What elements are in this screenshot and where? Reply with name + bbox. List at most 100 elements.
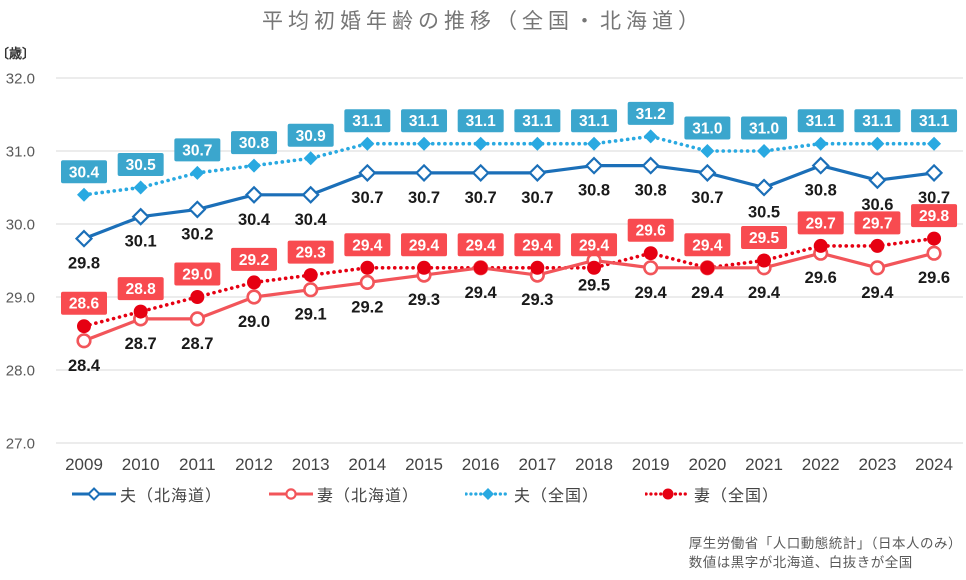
husband-national-marker bbox=[813, 136, 828, 151]
wife-national-legend-marker bbox=[662, 488, 674, 500]
wife-national-label: 29.4 bbox=[352, 237, 383, 254]
wife-hokkaido-label: 29.5 bbox=[578, 277, 610, 295]
x-tick-label: 2016 bbox=[462, 455, 500, 474]
wife-national-label: 29.7 bbox=[806, 215, 836, 232]
y-axis-unit-label: 〔歳〕 bbox=[0, 46, 35, 61]
husband-national-label-box bbox=[174, 138, 221, 162]
wife-national-label-box bbox=[287, 240, 334, 264]
husband-national-label-box bbox=[344, 109, 391, 133]
wife-hokkaido-label: 29.6 bbox=[805, 269, 837, 287]
wife-hokkaido-label: 29.2 bbox=[351, 298, 383, 316]
wife-national-marker bbox=[700, 260, 715, 275]
wife-hokkaido-marker bbox=[869, 260, 885, 276]
wife-national-label: 29.3 bbox=[296, 245, 327, 262]
wife-national-line-icon bbox=[645, 488, 692, 500]
wife-hokkaido-marker bbox=[643, 260, 659, 276]
x-tick-label: 2019 bbox=[632, 455, 670, 474]
x-tick-label: 2018 bbox=[575, 455, 613, 474]
husband-national-label: 31.1 bbox=[862, 113, 893, 130]
husband-hokkaido-marker bbox=[641, 156, 660, 175]
husband-national-label-box bbox=[741, 116, 788, 140]
husband-hokkaido-marker bbox=[471, 163, 490, 182]
legend-item-wife-national: 妻（全国） bbox=[645, 482, 779, 506]
husband-national-marker bbox=[303, 151, 318, 166]
husband-national-label: 30.8 bbox=[239, 135, 270, 152]
wife-national-label: 28.6 bbox=[69, 296, 100, 313]
husband-national-label-box bbox=[911, 109, 958, 133]
x-tick-label: 2013 bbox=[292, 455, 330, 474]
husband-hokkaido-marker bbox=[358, 163, 377, 182]
husband-hokkaido-marker bbox=[74, 229, 94, 248]
husband-hokkaido-label: 30.5 bbox=[748, 204, 780, 222]
husband-national-marker bbox=[870, 136, 885, 151]
wife-national-label: 29.7 bbox=[862, 215, 892, 232]
x-tick-label: 2020 bbox=[688, 455, 726, 474]
husband-national-marker bbox=[530, 136, 545, 151]
wife-national-marker bbox=[360, 260, 375, 275]
y-tick-label: 28.0 bbox=[6, 363, 35, 380]
wife-hokkaido-label: 29.4 bbox=[748, 284, 781, 302]
husband-national-marker bbox=[417, 136, 432, 151]
legend-label: 夫（北海道） bbox=[119, 488, 222, 505]
husband-hokkaido-label: 30.8 bbox=[635, 182, 667, 200]
husband-national-label-box bbox=[627, 101, 674, 125]
husband-hokkaido-marker bbox=[811, 156, 830, 175]
y-tick-label: 32.0 bbox=[6, 71, 35, 88]
source-note: 厚生労働省「人口動態統計」（日本人のみ） 数値は黒字が北海道、白抜きが全国 bbox=[689, 534, 962, 572]
wife-national-label-box bbox=[457, 233, 504, 257]
wife-hokkaido-marker bbox=[303, 282, 319, 298]
wife-hokkaido-marker bbox=[189, 311, 205, 327]
husband-hokkaido-label: 30.4 bbox=[295, 211, 328, 229]
legend-label: 妻（北海道） bbox=[316, 488, 419, 505]
husband-hokkaido-label: 30.1 bbox=[125, 233, 157, 251]
husband-hokkaido-line-icon bbox=[71, 487, 116, 501]
husband-hokkaido-line bbox=[83, 164, 935, 241]
wife-national-label: 29.4 bbox=[409, 237, 440, 254]
husband-hokkaido-marker bbox=[924, 163, 944, 182]
husband-hokkaido-label: 29.8 bbox=[68, 255, 100, 273]
husband-hokkaido-marker bbox=[244, 185, 264, 204]
husband-national-label: 31.2 bbox=[636, 106, 666, 123]
chart-legend: 夫（北海道） 妻（北海道） 夫（全国） 妻（全国） bbox=[0, 482, 850, 506]
husband-national-legend-marker bbox=[482, 488, 494, 500]
husband-national-label-box bbox=[231, 131, 278, 155]
husband-hokkaido-marker bbox=[868, 171, 887, 190]
husband-national-marker bbox=[247, 158, 262, 173]
x-tick-label: 2023 bbox=[858, 455, 896, 474]
wife-national-marker bbox=[77, 319, 91, 334]
husband-national-label: 31.1 bbox=[466, 113, 497, 130]
husband-hokkaido-marker bbox=[754, 178, 774, 197]
wife-national-marker bbox=[813, 238, 828, 253]
husband-hokkaido-label: 30.7 bbox=[918, 189, 950, 207]
husband-hokkaido-marker bbox=[131, 207, 150, 226]
husband-hokkaido-marker bbox=[188, 200, 207, 219]
wife-national-marker bbox=[417, 260, 432, 275]
wife-national-marker bbox=[643, 246, 658, 261]
wife-national-label: 29.5 bbox=[749, 230, 780, 247]
wife-hokkaido-label: 29.4 bbox=[465, 284, 498, 302]
husband-national-marker bbox=[360, 136, 375, 151]
wife-national-label-box bbox=[117, 277, 164, 301]
y-tick-label: 27.0 bbox=[6, 436, 35, 453]
x-tick-label: 2010 bbox=[122, 455, 160, 474]
wife-national-marker bbox=[473, 260, 488, 275]
wife-hokkaido-label: 29.6 bbox=[918, 269, 950, 287]
x-tick-label: 2009 bbox=[65, 455, 103, 474]
wife-hokkaido-line bbox=[83, 251, 935, 343]
husband-hokkaido-label: 30.7 bbox=[351, 189, 383, 207]
wife-national-label: 29.4 bbox=[466, 237, 497, 254]
wife-national-marker bbox=[870, 238, 885, 253]
wife-hokkaido-label: 28.7 bbox=[181, 335, 213, 353]
husband-national-label: 31.1 bbox=[806, 113, 837, 130]
husband-hokkaido-label: 30.7 bbox=[691, 189, 723, 207]
husband-national-label: 31.1 bbox=[919, 113, 950, 130]
wife-hokkaido-label: 28.7 bbox=[125, 335, 157, 353]
husband-national-marker bbox=[473, 136, 488, 151]
wife-national-marker bbox=[133, 304, 148, 319]
x-tick-label: 2024 bbox=[915, 455, 953, 474]
wife-national-label: 29.0 bbox=[182, 267, 212, 284]
husband-national-label-box bbox=[571, 109, 618, 133]
y-tick-label: 30.0 bbox=[6, 217, 35, 234]
wife-hokkaido-label: 29.4 bbox=[861, 284, 894, 302]
